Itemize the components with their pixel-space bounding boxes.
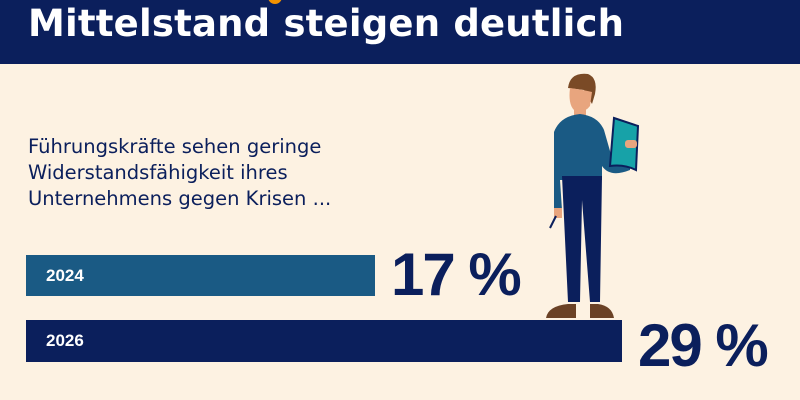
orange-title-fragment bbox=[268, 0, 282, 4]
bar-2024: 2024 bbox=[26, 255, 375, 296]
subtitle-line: Widerstandsfähigkeit ihres bbox=[28, 161, 288, 184]
person-illustration bbox=[546, 73, 640, 318]
subtitle-line: Unternehmens gegen Krisen ... bbox=[28, 187, 332, 210]
chart-subtitle: Führungskräfte sehen geringe Widerstands… bbox=[28, 134, 331, 212]
bar-value-label: 29 % bbox=[638, 312, 769, 379]
page-title: Mittelstand steigen deutlich bbox=[28, 2, 625, 45]
subtitle-line: Führungskräfte sehen geringe bbox=[28, 135, 322, 158]
bar-value-label: 17 % bbox=[391, 241, 522, 308]
bar-category-label: 2024 bbox=[46, 266, 84, 285]
header-banner: Mittelstand steigen deutlich bbox=[0, 0, 800, 64]
bar-category-label: 2026 bbox=[46, 331, 84, 350]
bar-2026: 2026 bbox=[26, 320, 622, 362]
